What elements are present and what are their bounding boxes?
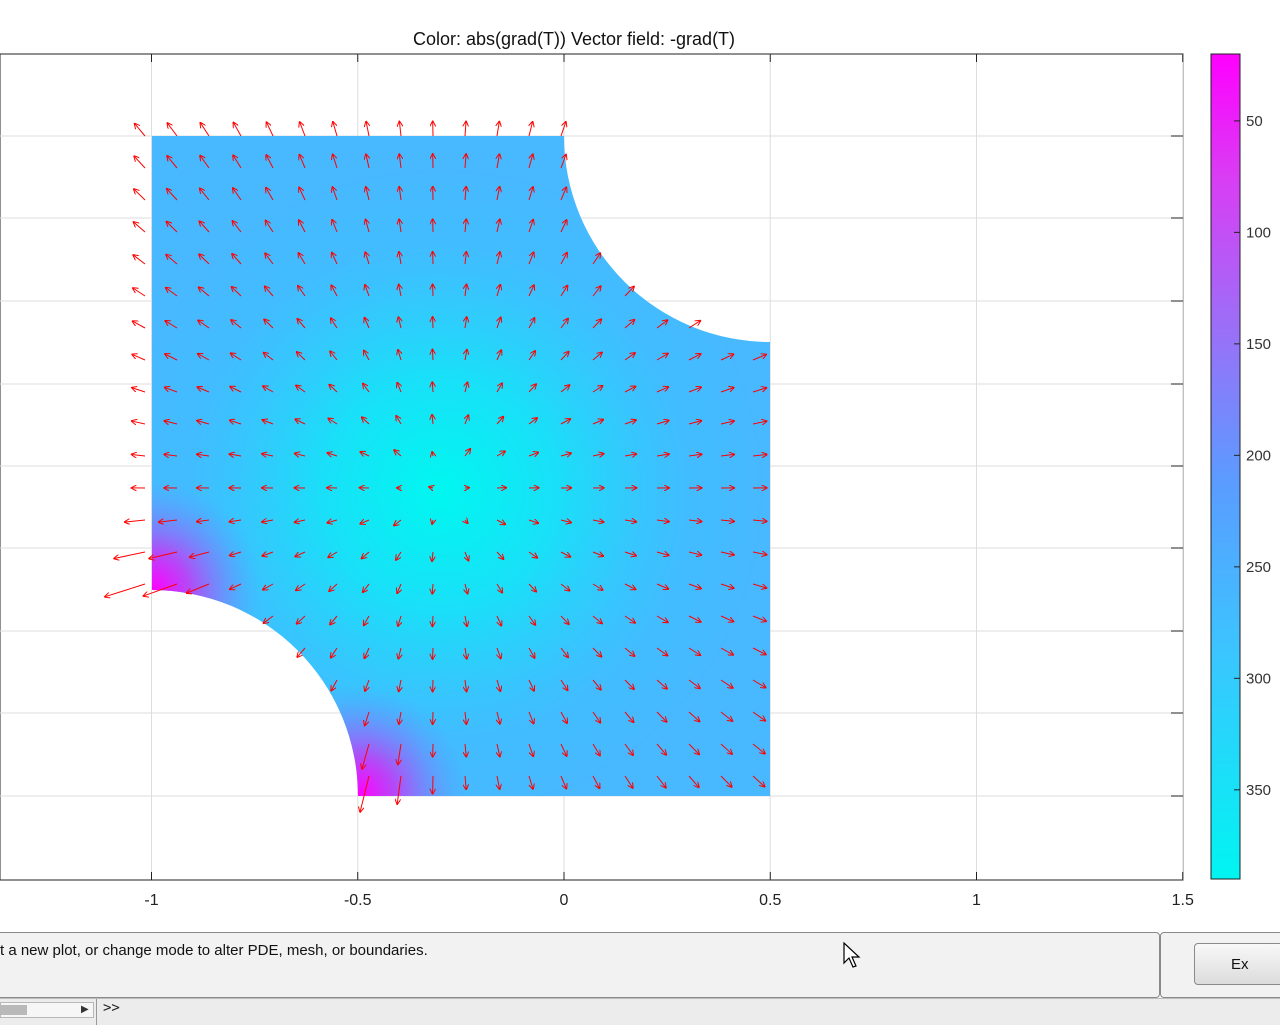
exit-button[interactable]: Ex bbox=[1194, 943, 1280, 985]
horizontal-scrollbar[interactable]: ▶ bbox=[0, 1002, 94, 1018]
x-tick-label: 0.5 bbox=[759, 892, 781, 909]
scroll-right-icon[interactable]: ▶ bbox=[81, 1003, 89, 1017]
colorbar bbox=[1211, 54, 1240, 879]
plot-canvas: Color: abs(grad(T)) Vector field: -grad(… bbox=[0, 0, 1280, 932]
mouse-cursor-icon bbox=[843, 942, 863, 970]
divider bbox=[96, 999, 97, 1025]
x-tick-label: 1.5 bbox=[1172, 892, 1194, 909]
colorbar-tick-label: 200 bbox=[1246, 447, 1271, 464]
status-bar: t a new plot, or change mode to alter PD… bbox=[0, 932, 1160, 998]
x-tick-label: -1 bbox=[144, 892, 158, 909]
vector-arrow bbox=[432, 350, 433, 360]
colorbar-tick-label: 300 bbox=[1246, 670, 1271, 687]
colorbar-tick-label: 350 bbox=[1246, 782, 1271, 799]
x-tick-labels: -1 -0.5 0 0.5 1 1.5 bbox=[144, 892, 1194, 909]
colorbar-tick-label: 250 bbox=[1246, 559, 1271, 576]
exit-panel: Ex bbox=[1160, 932, 1280, 998]
vector-arrow bbox=[432, 382, 433, 392]
command-prompt[interactable]: >> bbox=[103, 999, 120, 1017]
figure-window: Color: abs(grad(T)) Vector field: -grad(… bbox=[0, 0, 1280, 932]
x-tick-label: 1 bbox=[972, 892, 981, 909]
status-message: t a new plot, or change mode to alter PD… bbox=[0, 942, 428, 959]
vector-arrow bbox=[432, 616, 433, 626]
command-window-strip: ▶ >> bbox=[0, 998, 1280, 1025]
plot-title: Color: abs(grad(T)) Vector field: -grad(… bbox=[413, 29, 735, 49]
colorbar-tick-label: 150 bbox=[1246, 336, 1271, 353]
scrollbar-thumb[interactable] bbox=[1, 1005, 27, 1015]
x-tick-label: 0 bbox=[560, 892, 569, 909]
colorbar-tick-label: 50 bbox=[1246, 113, 1263, 130]
x-tick-label: -0.5 bbox=[344, 892, 372, 909]
colorbar-tick-label: 100 bbox=[1246, 224, 1271, 241]
